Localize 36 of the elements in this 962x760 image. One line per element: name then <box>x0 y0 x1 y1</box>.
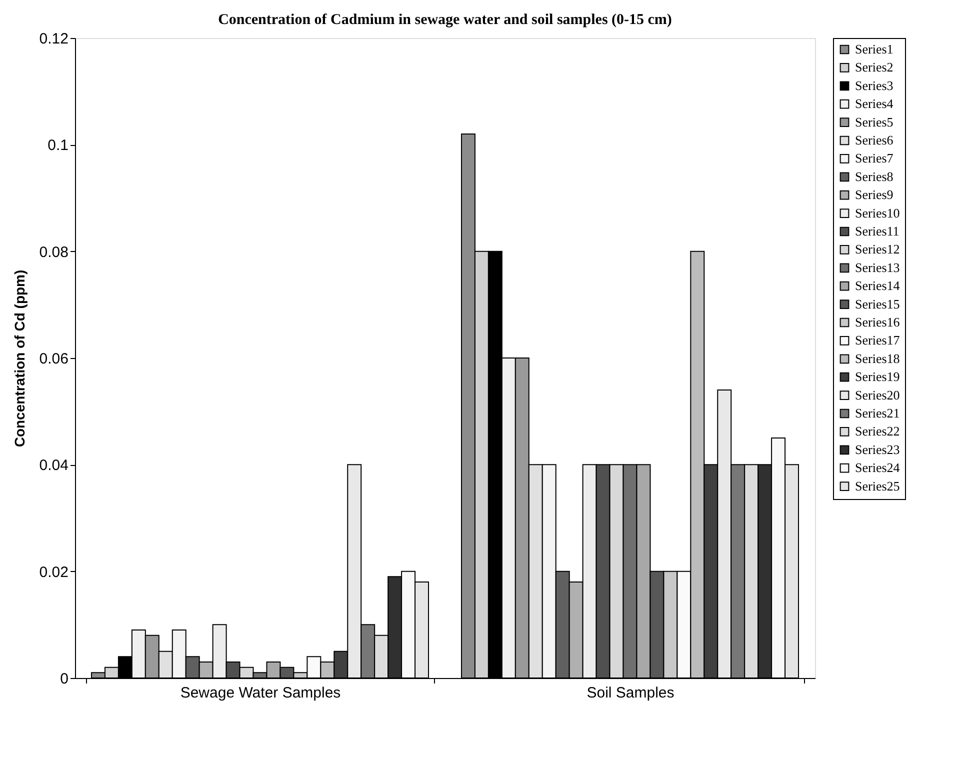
legend-label: Series7 <box>855 150 894 166</box>
x-tick-label: Sewage Water Samples <box>180 684 341 702</box>
legend-label: Series15 <box>855 296 900 312</box>
y-tick-label: 0.12 <box>39 30 68 48</box>
legend-label: Series22 <box>855 424 900 439</box>
legend-label: Series9 <box>855 187 894 202</box>
legend-label: Series19 <box>855 369 900 384</box>
legend-label: Series14 <box>855 278 900 294</box>
legend-label: Series1 <box>855 42 894 56</box>
y-tick-label: 0 <box>60 670 68 688</box>
legend-label: Series21 <box>855 406 900 420</box>
chart-title: Concentration of Cadmium in sewage water and soil samples (0-15 cm) <box>218 12 672 28</box>
legend-label: Series6 <box>855 132 894 148</box>
y-tick-label: 0.06 <box>39 350 68 368</box>
legend-label: Series20 <box>855 387 900 402</box>
legend-label: Series25 <box>855 478 900 494</box>
y-tick-label: 0.04 <box>39 457 68 474</box>
legend-label: Series13 <box>855 260 900 275</box>
y-axis-title: Concentration of Cd (ppm) <box>11 270 28 448</box>
x-tick-label: Soil Samples <box>586 684 674 702</box>
y-tick-label: 0.08 <box>39 244 68 261</box>
legend-label: Series8 <box>855 168 894 184</box>
legend-label: Series16 <box>855 314 900 330</box>
legend-label: Series4 <box>855 96 894 112</box>
legend-label: Series2 <box>855 60 894 75</box>
y-tick-label: 0.02 <box>39 564 68 581</box>
legend-label: Series5 <box>855 114 894 130</box>
legend-label: Series10 <box>855 205 900 220</box>
legend-label: Series12 <box>855 242 900 257</box>
y-tick-label: 0.1 <box>48 137 68 154</box>
legend-label: Series3 <box>855 78 894 93</box>
legend-label: Series17 <box>855 332 900 348</box>
legend-label: Series23 <box>855 442 900 457</box>
legend-label: Series18 <box>855 350 900 366</box>
legend-label: Series11 <box>855 224 900 238</box>
legend-label: Series24 <box>855 460 900 476</box>
